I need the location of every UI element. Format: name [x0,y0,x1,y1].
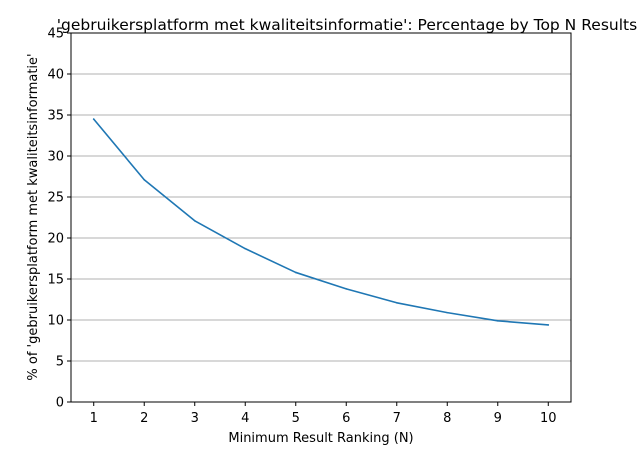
x-axis-label: Minimum Result Ranking (N) [228,431,413,446]
data-point-0-9 [547,324,550,326]
x-tick-label-0: 1 [90,411,98,426]
data-point-0-3 [244,247,247,250]
y-tick-label-1: 5 [56,355,64,370]
x-tick-label-4: 5 [292,411,300,426]
x-tick-label-1: 2 [140,411,148,426]
y-tick-label-4: 20 [47,232,64,247]
x-tick-label-2: 3 [191,411,199,426]
y-tick-label-6: 30 [47,150,64,165]
x-tick-label-3: 4 [241,411,249,426]
y-axis-label: % of 'gebruikersplatform met kwaliteitsi… [26,53,41,380]
series-layer [92,118,550,326]
x-tick-label-8: 9 [494,411,502,426]
data-point-0-8 [496,320,499,322]
data-point-0-0 [92,118,95,120]
data-point-0-2 [193,219,196,222]
data-point-0-7 [446,311,449,314]
y-tick-label-9: 45 [47,27,64,42]
series-line-0 [92,118,550,326]
x-tick-label-5: 6 [342,411,350,426]
y-tick-label-0: 0 [56,396,64,411]
y-tick-label-2: 10 [47,314,64,329]
y-tick-label-8: 40 [47,68,64,83]
data-point-0-4 [294,271,297,274]
plot-frame [70,32,572,403]
y-tick-label-5: 25 [47,191,64,206]
y-tick-label-3: 15 [47,273,64,288]
x-tick-label-7: 8 [443,411,451,426]
data-point-0-5 [345,288,348,290]
data-point-0-1 [143,178,146,181]
y-axis-ticks: 0 5 10 15 20 25 30 35 40 45 [47,27,71,411]
data-point-0-6 [395,301,398,304]
y-tick-label-7: 35 [47,109,64,124]
x-tick-label-6: 7 [393,411,401,426]
x-tick-label-9: 10 [540,411,557,426]
chart-title: 'gebruikersplatform met kwaliteitsinform… [57,16,637,34]
grid-lines [71,32,571,403]
x-axis-ticks: 1 2 3 4 5 6 7 8 9 10 [90,402,557,426]
